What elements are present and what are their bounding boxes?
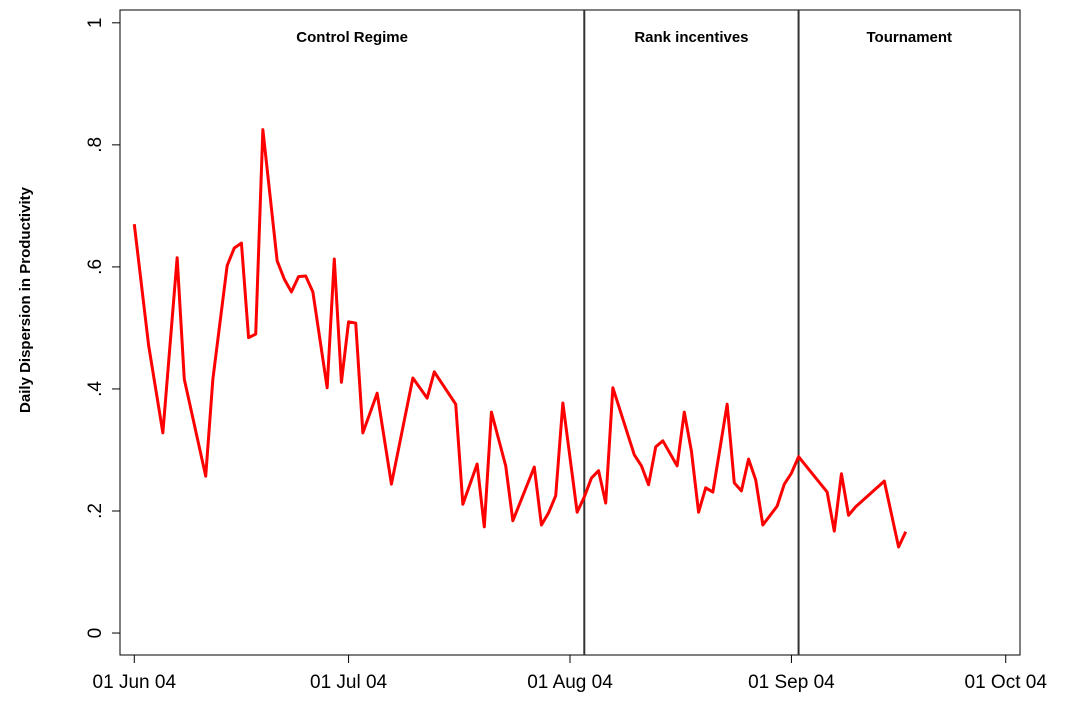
x-tick-label: 01 Oct 04 <box>965 672 1048 693</box>
x-tick-label: 01 Sep 04 <box>748 672 835 693</box>
y-axis-title: Daily Dispersion in Productivity <box>17 186 34 413</box>
x-tick-label: 01 Jun 04 <box>93 672 177 693</box>
y-tick-label: .8 <box>85 137 106 153</box>
series-line <box>132 128 908 549</box>
y-tick-label: .4 <box>85 381 106 397</box>
regime-label: Tournament <box>867 29 953 46</box>
x-tick-label: 01 Jul 04 <box>310 672 388 693</box>
x-tick-label: 01 Aug 04 <box>527 672 613 693</box>
y-tick-label: .6 <box>85 259 106 275</box>
y-tick-label: .2 <box>85 503 106 519</box>
y-tick-label: 0 <box>85 628 106 639</box>
y-tick-label: 1 <box>85 18 106 29</box>
regime-label: Rank incentives <box>634 29 748 46</box>
regime-label: Control Regime <box>296 29 408 46</box>
